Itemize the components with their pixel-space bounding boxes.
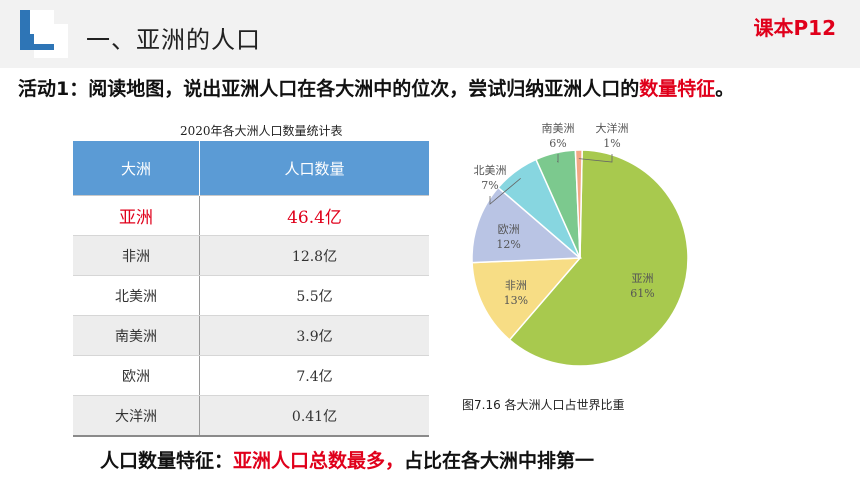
cell-continent: 亚洲 xyxy=(73,195,200,236)
slice-percent-label: 12% xyxy=(496,238,520,251)
pie-chart-container: 亚洲 61% 非洲 13% 欧洲 12% 北美洲 7% 南美洲 6% 大洋洲 1% xyxy=(440,110,720,400)
figure-caption: 图7.16 各大洲人口占世界比重 xyxy=(462,398,625,412)
cell-continent: 南美洲 xyxy=(73,315,200,356)
slice-percent-label: 61% xyxy=(630,287,654,300)
cell-population: 3.9亿 xyxy=(199,315,429,356)
activity-suffix: 。 xyxy=(715,78,735,100)
slice-label: 大洋洲 xyxy=(596,121,629,135)
cell-population: 46.4亿 xyxy=(199,195,429,236)
cell-continent: 北美洲 xyxy=(73,275,200,316)
cell-population: 5.5亿 xyxy=(199,275,429,316)
logo-offset-square xyxy=(34,24,68,58)
table-header-row: 大洲 人口数量 xyxy=(73,141,429,196)
logo-icon xyxy=(20,10,68,58)
title-bar xyxy=(0,0,860,68)
activity-prefix: 活动1：阅读地图，说出亚洲人口在各大洲中的位次，尝试归纳亚洲人口的 xyxy=(18,78,640,100)
table-row: 非洲 12.8亿 xyxy=(73,235,429,276)
pie-slice xyxy=(471,186,582,264)
leader-line xyxy=(556,154,559,163)
table-row: 欧洲 7.4亿 xyxy=(73,355,429,396)
table-row: 南美洲 3.9亿 xyxy=(73,315,429,356)
page-title: 一、亚洲的人口 xyxy=(86,26,261,54)
cell-population: 12.8亿 xyxy=(199,235,429,276)
pie-slice xyxy=(471,257,582,341)
activity-highlight: 数量特征 xyxy=(639,78,716,100)
header-population: 人口数量 xyxy=(199,141,429,196)
slice-percent-label: 7% xyxy=(481,179,498,192)
slice-label: 亚洲 xyxy=(632,272,654,285)
summary-highlight: 亚洲人口总数最多， xyxy=(233,450,405,472)
summary-statement: 人口数量特征：亚洲人口总数最多，占比在各大洲中排第一 xyxy=(100,446,594,473)
cell-continent: 欧洲 xyxy=(73,355,200,396)
pie-slice xyxy=(574,149,583,259)
slice-label: 南美洲 xyxy=(542,122,575,135)
cell-continent: 大洋洲 xyxy=(73,395,200,437)
table-caption: 2020年各大洲人口数量统计表 xyxy=(180,124,343,138)
table-row: 大洋洲 0.41亿 xyxy=(73,395,429,437)
logo-bar xyxy=(20,44,54,50)
slice-percent-label: 6% xyxy=(549,137,566,150)
slice-label: 北美洲 xyxy=(474,164,507,177)
cell-population: 0.41亿 xyxy=(199,395,429,437)
textbook-reference: 课本P12 xyxy=(753,16,837,40)
slice-label: 非洲 xyxy=(505,279,527,292)
header-continent: 大洲 xyxy=(73,141,200,196)
pie-chart: 亚洲 61% 非洲 13% 欧洲 12% 北美洲 7% 南美洲 6% 大洋洲 1% xyxy=(471,121,689,367)
slice-label: 欧洲 xyxy=(498,223,520,236)
slice-percent-label: 13% xyxy=(504,294,528,307)
leader-line xyxy=(578,154,613,163)
leader-line xyxy=(489,177,521,205)
activity-prompt: 活动1：阅读地图，说出亚洲人口在各大洲中的位次，尝试归纳亚洲人口的数量特征。 xyxy=(18,74,848,104)
cell-population: 7.4亿 xyxy=(199,355,429,396)
table-row: 北美洲 5.5亿 xyxy=(73,275,429,316)
population-table: 大洲 人口数量 亚洲 46.4亿 非洲 12.8亿 北美洲 5.5亿 南美洲 3… xyxy=(73,141,429,437)
cell-continent: 非洲 xyxy=(73,235,200,276)
table-row: 亚洲 46.4亿 xyxy=(73,195,429,236)
summary-prefix: 人口数量特征： xyxy=(100,450,234,472)
summary-suffix: 占比在各大洲中排第一 xyxy=(404,450,595,472)
pie-slice xyxy=(508,149,689,367)
slice-percent-label: 1% xyxy=(603,137,620,150)
